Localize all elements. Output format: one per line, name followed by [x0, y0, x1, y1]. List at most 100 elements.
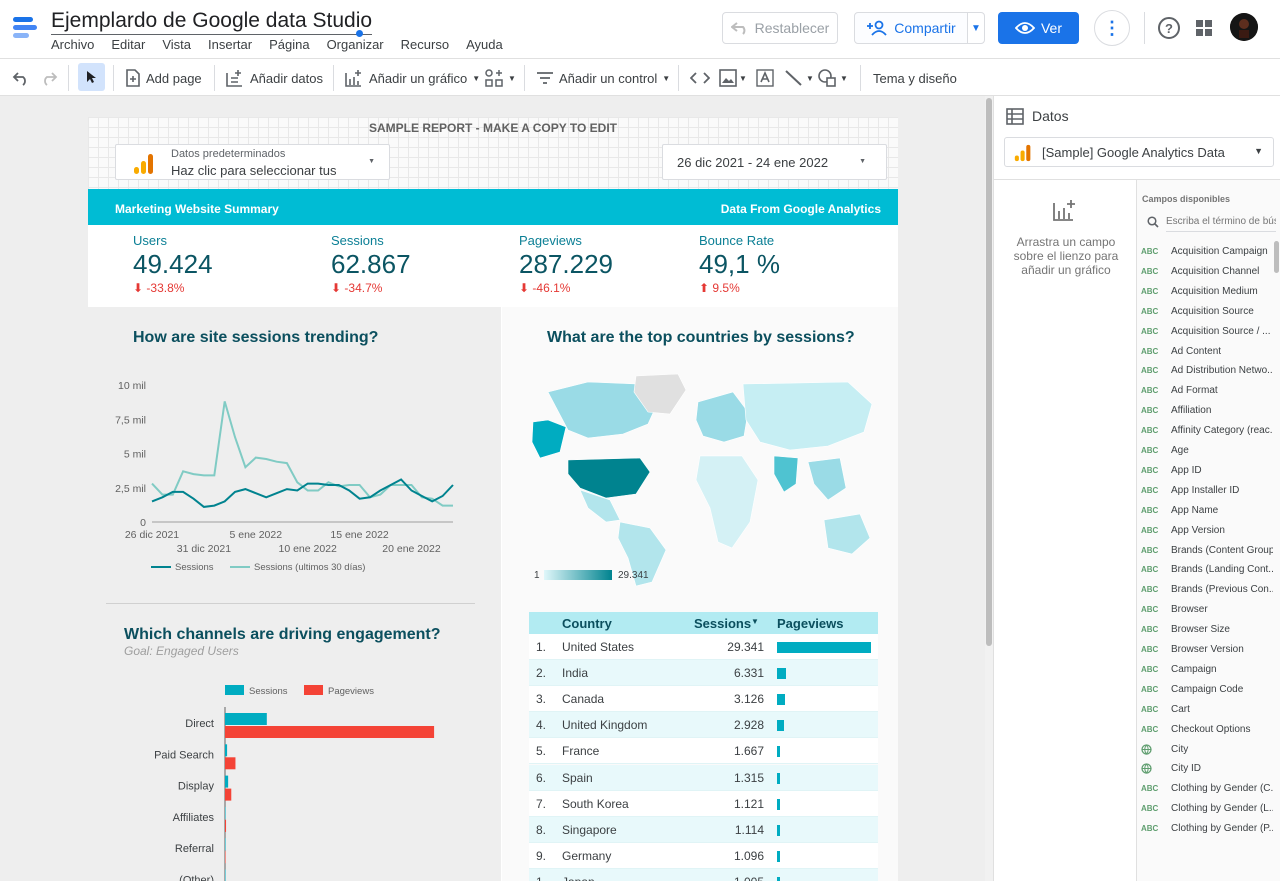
document-title[interactable]: Ejemplardo de Google data Studio	[51, 9, 373, 35]
table-row[interactable]: 5. France 1.667	[529, 738, 878, 765]
text-dimension-icon: ABC	[1141, 386, 1159, 396]
sessions-trend-chart[interactable]: 10 mil 7,5 mil 5 mil 2,5 mil 026 dic 2021 5 e…	[108, 372, 488, 592]
field-item[interactable]: ABC Browser Size	[1137, 624, 1273, 638]
reset-button[interactable]: Restablecer	[722, 12, 838, 44]
x-tick-label: 5 ene 2022	[230, 529, 283, 541]
menu-organizar[interactable]: Organizar	[326, 37, 384, 52]
field-item[interactable]: ABC App Version	[1137, 525, 1273, 539]
row-rank: 1.	[536, 640, 547, 654]
sort-desc-icon[interactable]: ▼	[751, 617, 759, 626]
field-item[interactable]: ABC Ad Distribution Netwo...	[1137, 365, 1273, 379]
share-dropdown-icon[interactable]: ▼	[967, 12, 985, 44]
fields-scrollbar-thumb[interactable]	[1274, 241, 1279, 273]
table-row[interactable]: 1 Japan 1.005	[529, 868, 878, 881]
field-item[interactable]: ABC Brands (Content Group)	[1137, 545, 1273, 559]
field-item[interactable]: ABC Brands (Previous Con...	[1137, 584, 1273, 598]
field-item[interactable]: ABC Acquisition Campaign	[1137, 246, 1273, 260]
data-studio-logo-icon[interactable]	[12, 14, 38, 40]
share-button[interactable]: Compartir	[854, 12, 968, 44]
kpi-bounce-rate[interactable]: Bounce Rate 49,1 % ⬆ 9.5%	[699, 233, 780, 295]
text-box-icon[interactable]	[756, 69, 774, 87]
menu-archivo[interactable]: Archivo	[51, 37, 95, 52]
help-icon[interactable]: ?	[1158, 17, 1180, 39]
col-header-country[interactable]: Country	[562, 616, 612, 631]
menu-insertar[interactable]: Insertar	[208, 37, 253, 52]
shape-button[interactable]: ▼	[818, 66, 848, 90]
embed-code-icon[interactable]	[690, 70, 710, 86]
community-viz-button[interactable]: ▼	[485, 66, 516, 90]
field-item[interactable]: City	[1137, 744, 1273, 758]
image-button[interactable]: ▼	[719, 66, 747, 90]
toolbar-divider	[214, 65, 215, 91]
table-row[interactable]: 7. South Korea 1.121	[529, 790, 878, 817]
menu-recurso[interactable]: Recurso	[400, 37, 450, 52]
select-tool-button[interactable]	[78, 63, 105, 91]
datasource-selector[interactable]: [Sample] Google Analytics Data ▼	[1004, 137, 1274, 167]
line-button[interactable]: ▼	[784, 66, 814, 90]
field-item[interactable]: ABC Campaign	[1137, 664, 1273, 678]
redo-icon[interactable]	[40, 70, 58, 86]
field-item[interactable]: ABC Brands (Landing Cont...	[1137, 564, 1273, 578]
table-row[interactable]: 9. Germany 1.096	[529, 842, 878, 869]
channels-bar-chart[interactable]: Sessions Pageviews Direct Paid Search Displa…	[108, 677, 488, 881]
add-data-button[interactable]: Añadir datos	[225, 66, 323, 90]
field-name: Brands (Previous Con...	[1171, 584, 1273, 596]
field-item[interactable]: ABC App Name	[1137, 505, 1273, 519]
table-row[interactable]: 8. Singapore 1.114	[529, 816, 878, 843]
table-row[interactable]: 4. United Kingdom 2.928	[529, 712, 878, 739]
undo-icon[interactable]	[12, 70, 30, 86]
table-row[interactable]: 6. Spain 1.315	[529, 764, 878, 791]
canvas-scrollbar-thumb[interactable]	[986, 98, 992, 646]
toolbar-divider	[860, 65, 861, 91]
field-item[interactable]: ABC Acquisition Source / ...	[1137, 326, 1273, 340]
map-region-usa	[567, 457, 651, 499]
field-item[interactable]: ABC Acquisition Source	[1137, 306, 1273, 320]
field-item[interactable]: ABC Clothing by Gender (C...	[1137, 783, 1273, 797]
table-row[interactable]: 2. India 6.331	[529, 660, 878, 687]
theme-layout-button[interactable]: Tema y diseño	[873, 66, 957, 90]
field-item[interactable]: ABC Campaign Code	[1137, 684, 1273, 698]
reset-button-label: Restablecer	[754, 20, 830, 36]
geo-map-chart[interactable]	[528, 372, 878, 587]
field-item[interactable]: ABC Acquisition Channel	[1137, 266, 1273, 280]
kpi-pageviews[interactable]: Pageviews 287.229 ⬇ -46.1%	[519, 233, 613, 295]
menu-editar[interactable]: Editar	[111, 37, 146, 52]
row-rank: 9.	[536, 848, 547, 863]
menu-ayuda[interactable]: Ayuda	[466, 37, 503, 52]
drag-field-hint: Arrastra un campo sobre el lienzo para a…	[1013, 235, 1119, 277]
user-avatar[interactable]	[1230, 13, 1258, 41]
field-item[interactable]: ABC Ad Format	[1137, 385, 1273, 399]
kpi-sessions[interactable]: Sessions 62.867 ⬇ -34.7%	[331, 233, 411, 295]
field-item[interactable]: ABC Checkout Options	[1137, 724, 1273, 738]
col-header-sessions[interactable]: Sessions	[694, 616, 752, 631]
field-item[interactable]: ABC Cart	[1137, 704, 1273, 718]
field-item[interactable]: City ID	[1137, 763, 1273, 777]
data-control[interactable]: Datos predeterminados Haz clic para sele…	[115, 144, 390, 180]
field-item[interactable]: ABC Browser Version	[1137, 644, 1273, 658]
date-range-control[interactable]: 26 dic 2021 - 24 ene 2022 ▼	[662, 144, 887, 180]
field-item[interactable]: ABC Browser	[1137, 604, 1273, 618]
report-page[interactable]: SAMPLE REPORT - MAKE A COPY TO EDIT Dato…	[88, 117, 898, 881]
field-item[interactable]: ABC Age	[1137, 445, 1273, 459]
field-item[interactable]: ABC Clothing by Gender (P...	[1137, 823, 1273, 837]
more-options-icon[interactable]: ⋮	[1094, 10, 1130, 46]
field-item[interactable]: ABC App ID	[1137, 465, 1273, 479]
view-button[interactable]: Ver	[998, 12, 1079, 44]
field-item[interactable]: ABC Affinity Category (reac...	[1137, 425, 1273, 439]
menu-vista[interactable]: Vista	[162, 37, 191, 52]
field-item[interactable]: ABC Affiliation	[1137, 405, 1273, 419]
field-item[interactable]: ABC App Installer ID	[1137, 485, 1273, 499]
field-item[interactable]: ABC Clothing by Gender (L...	[1137, 803, 1273, 817]
field-item[interactable]: ABC Acquisition Medium	[1137, 286, 1273, 300]
menu-pagina[interactable]: Página	[269, 37, 310, 52]
apps-grid-icon[interactable]	[1196, 20, 1212, 36]
field-search-input[interactable]	[1166, 212, 1276, 232]
table-row[interactable]: 3. Canada 3.126	[529, 686, 878, 713]
add-control-button[interactable]: Añadir un control ▼	[536, 66, 670, 90]
field-item[interactable]: ABC Ad Content	[1137, 346, 1273, 360]
table-row[interactable]: 1. United States 29.341	[529, 634, 878, 660]
col-header-pageviews[interactable]: Pageviews	[777, 616, 844, 631]
add-page-button[interactable]: Add page	[125, 66, 202, 90]
add-chart-button[interactable]: Añadir un gráfico ▼	[344, 66, 480, 90]
kpi-users[interactable]: Users 49.424 ⬇ -33.8%	[133, 233, 213, 295]
